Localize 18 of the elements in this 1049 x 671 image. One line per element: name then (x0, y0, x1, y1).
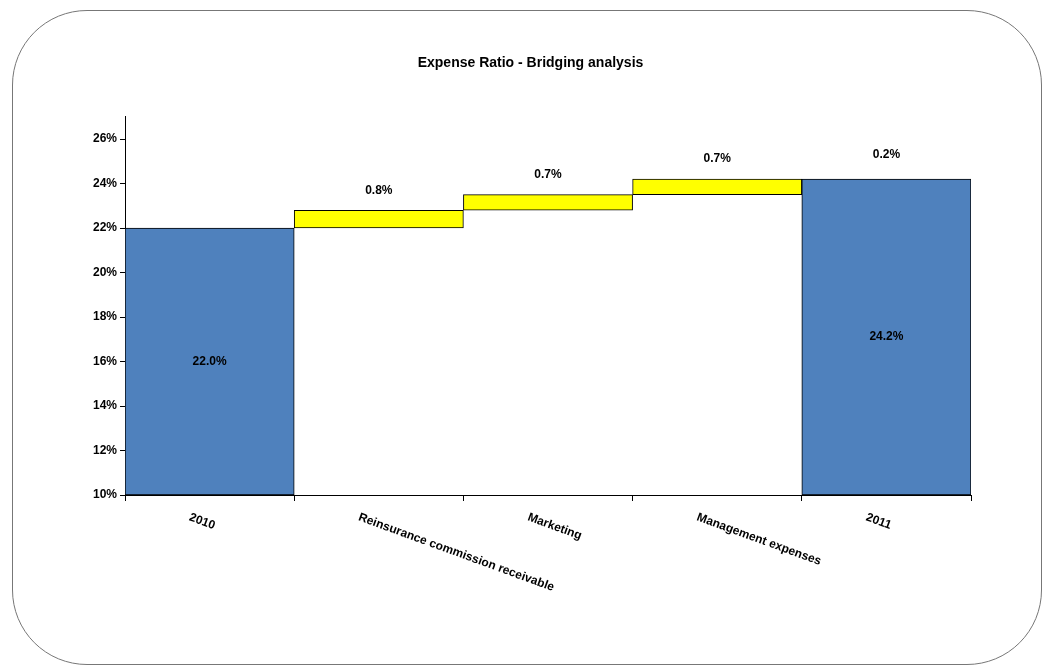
y-tick-label: 20% (92, 264, 118, 279)
annotation: 0.2% (872, 147, 901, 162)
y-tick-label: 24% (92, 175, 118, 190)
y-tick-label: 22% (92, 220, 118, 235)
y-tick-label: 26% (92, 131, 118, 146)
data-label: 22.0% (192, 353, 227, 368)
x-tick-label: 2011 (864, 509, 894, 532)
y-tick-label: 14% (92, 398, 118, 413)
data-label: 0.8% (365, 182, 393, 197)
data-label: 24.2% (869, 329, 904, 344)
data-label: 0.7% (534, 166, 563, 181)
y-tick-label: 18% (92, 309, 118, 324)
x-tick-label: 2010 (187, 509, 218, 533)
chart-title: Expense Ratio - Bridging analysis (417, 54, 644, 71)
y-tick-label: 10% (92, 487, 118, 502)
y-tick-label: 16% (92, 353, 118, 368)
data-label: 0.7% (703, 151, 732, 166)
y-tick-label: 12% (92, 442, 118, 457)
